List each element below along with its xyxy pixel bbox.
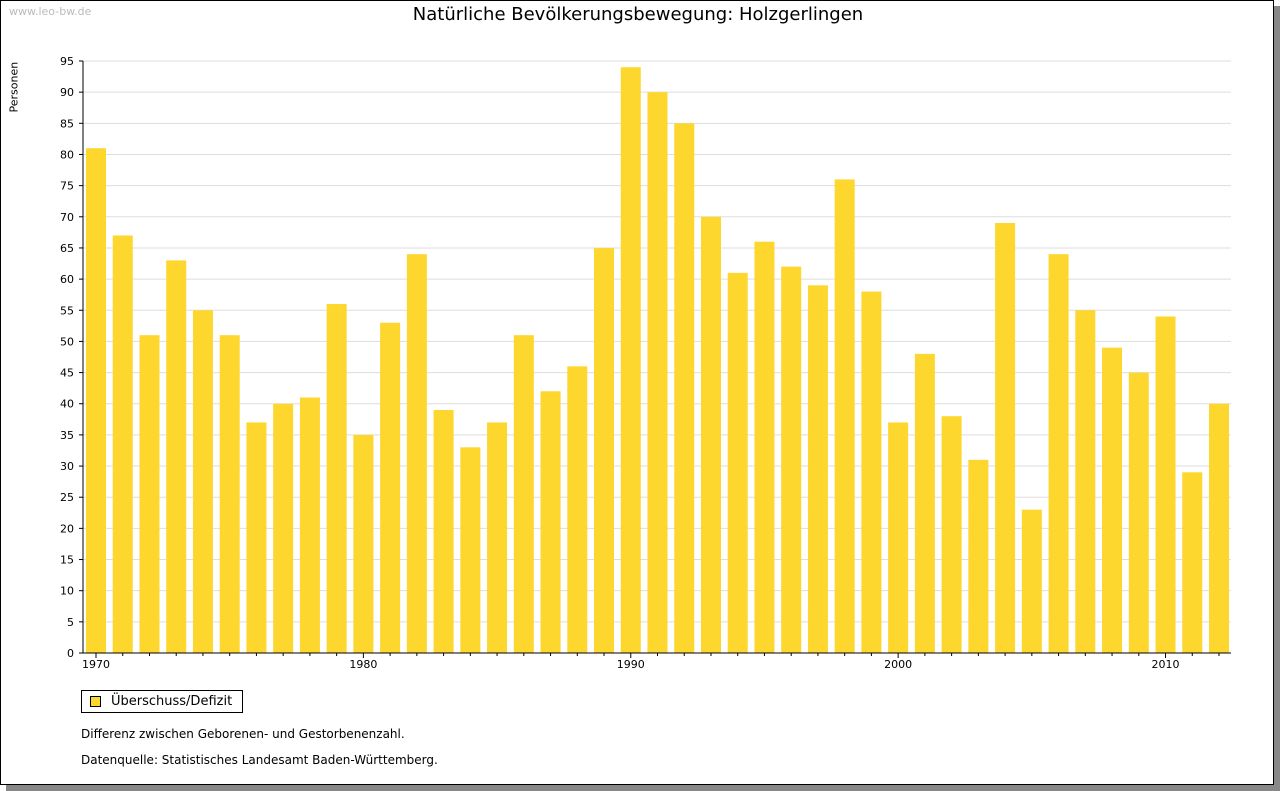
bar-1982 xyxy=(406,254,427,653)
bar-1981 xyxy=(380,322,401,653)
bar-2008 xyxy=(1102,347,1123,653)
bar-1978 xyxy=(299,397,320,653)
x-tick-label: 1970 xyxy=(82,658,110,671)
bar-2000 xyxy=(888,422,909,653)
y-tick-label: 70 xyxy=(60,211,74,224)
note-description: Differenz zwischen Geborenen- und Gestor… xyxy=(81,727,405,741)
bar-1995 xyxy=(754,241,775,653)
bar-1999 xyxy=(861,291,882,653)
bar-1991 xyxy=(647,92,668,653)
legend: Überschuss/Defizit xyxy=(81,690,244,713)
y-tick-label: 75 xyxy=(60,180,74,193)
y-tick-label: 65 xyxy=(60,242,74,255)
bar-1984 xyxy=(460,447,481,653)
bar-1992 xyxy=(674,123,695,653)
legend-swatch xyxy=(90,696,101,707)
x-tick-label: 2010 xyxy=(1152,658,1180,671)
y-tick-label: 40 xyxy=(60,398,74,411)
bar-1971 xyxy=(112,235,133,654)
y-tick-label: 10 xyxy=(60,585,74,598)
note-source: Datenquelle: Statistisches Landesamt Bad… xyxy=(81,753,438,767)
bar-2012 xyxy=(1209,403,1229,653)
bar-1975 xyxy=(219,335,240,653)
chart-title: Natürliche Bevölkerungsbewegung: Holzger… xyxy=(412,4,864,25)
bar-1990 xyxy=(620,67,641,654)
bar-1985 xyxy=(487,422,508,653)
y-tick-label: 0 xyxy=(67,647,74,660)
bar-1973 xyxy=(166,260,187,653)
y-tick-label: 15 xyxy=(60,554,74,567)
bar-2001 xyxy=(914,353,935,653)
y-tick-label: 55 xyxy=(60,304,74,317)
y-tick-label: 95 xyxy=(60,55,74,68)
y-tick-label: 90 xyxy=(60,86,74,99)
y-tick-label: 25 xyxy=(60,491,74,504)
watermark: www.leo-bw.de xyxy=(9,5,92,18)
y-tick-label: 20 xyxy=(60,522,74,535)
y-tick-label: 60 xyxy=(60,273,74,286)
bar-1997 xyxy=(807,285,828,653)
bar-1986 xyxy=(513,335,534,653)
bar-1988 xyxy=(567,366,588,653)
x-tick-label: 2000 xyxy=(884,658,912,671)
y-tick-label: 50 xyxy=(60,335,74,348)
bar-2007 xyxy=(1075,310,1096,653)
y-tick-label: 85 xyxy=(60,117,74,130)
bar-1980 xyxy=(353,434,374,653)
bar-2004 xyxy=(995,223,1016,653)
bar-1989 xyxy=(594,247,615,653)
bar-1970 xyxy=(86,148,106,653)
bar-1979 xyxy=(326,304,347,653)
bar-1993 xyxy=(700,216,721,653)
y-tick-label: 35 xyxy=(60,429,74,442)
bar-1987 xyxy=(540,391,561,653)
bar-1976 xyxy=(246,422,267,653)
bar-2006 xyxy=(1048,254,1069,653)
bar-2011 xyxy=(1182,472,1203,653)
y-tick-label: 80 xyxy=(60,148,74,161)
bar-2005 xyxy=(1021,509,1042,653)
x-tick-label: 1980 xyxy=(349,658,377,671)
legend-label: Überschuss/Defizit xyxy=(111,694,233,709)
y-tick-label: 30 xyxy=(60,460,74,473)
bar-2010 xyxy=(1155,316,1176,653)
bar-2002 xyxy=(941,416,962,653)
x-tick-label: 1990 xyxy=(617,658,645,671)
y-tick-label: 45 xyxy=(60,367,74,380)
bar-1972 xyxy=(139,335,160,653)
bar-1977 xyxy=(273,403,294,653)
bar-1998 xyxy=(834,179,855,653)
y-tick-label: 5 xyxy=(67,616,74,629)
bar-1983 xyxy=(433,409,454,653)
bar-2009 xyxy=(1128,372,1149,653)
bar-1994 xyxy=(727,272,748,653)
bar-2003 xyxy=(968,459,989,653)
bar-1996 xyxy=(781,266,802,653)
bar-1974 xyxy=(192,310,213,653)
